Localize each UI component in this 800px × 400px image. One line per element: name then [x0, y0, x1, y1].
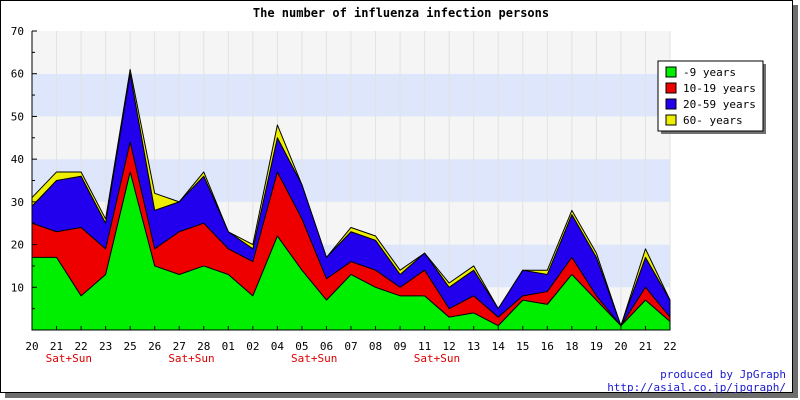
x-tick-label: 15 [516, 340, 529, 353]
y-tick-label: 30 [11, 196, 24, 209]
x-tick-label: 02 [246, 340, 259, 353]
credit-line-1: produced by JpGraph [660, 368, 786, 381]
x-tick-label: 04 [271, 340, 285, 353]
legend-swatch [665, 66, 677, 78]
x-tick-label: 11 [418, 340, 431, 353]
x-tick-label: 28 [197, 340, 210, 353]
legend: -9 years 10-19 years 20-59 years 60- years [657, 60, 766, 134]
x-tick-label: 14 [492, 340, 506, 353]
x-tick-label: 27 [173, 340, 186, 353]
x-tick-label: 21 [639, 340, 652, 353]
x-tick-label: 19 [590, 340, 603, 353]
x-tick-label: 01 [222, 340, 235, 353]
x-tick-label: 18 [565, 340, 578, 353]
x-tick-label: 05 [295, 340, 308, 353]
legend-label: 60- years [683, 114, 743, 127]
legend-swatch [665, 98, 677, 110]
x-tick-label: 09 [393, 340, 406, 353]
x-tick-label: 22 [663, 340, 676, 353]
weekend-labels: Sat+Sun Sat+Sun Sat+Sun Sat+Sun [46, 352, 460, 365]
x-tick-label: 20 [25, 340, 38, 353]
weekend-label: Sat+Sun [414, 352, 460, 365]
x-tick-label: 16 [541, 340, 554, 353]
y-axis-tick-labels: 10 20 30 40 50 60 70 [11, 25, 24, 294]
weekend-label: Sat+Sun [46, 352, 92, 365]
series-areas [31, 68, 671, 331]
x-tick-label: 23 [99, 340, 112, 353]
chart-frame: The number of influenza infection person… [0, 0, 793, 394]
x-tick-label: 21 [50, 340, 63, 353]
x-tick-label: 06 [320, 340, 333, 353]
x-tick-label: 13 [467, 340, 480, 353]
x-tick-label: 25 [124, 340, 137, 353]
y-tick-label: 40 [11, 153, 24, 166]
y-tick-label: 10 [11, 281, 24, 294]
legend-label: 20-59 years [683, 98, 756, 111]
credit-line-2: http://asial.co.jp/jpgraph/ [607, 381, 786, 394]
x-tick-label: 20 [614, 340, 627, 353]
area-chart: The number of influenza infection person… [11, 6, 786, 394]
weekend-label: Sat+Sun [168, 352, 214, 365]
y-tick-label: 50 [11, 110, 24, 123]
y-tick-label: 70 [11, 25, 24, 38]
x-tick-label: 12 [443, 340, 456, 353]
x-tick-label: 07 [344, 340, 357, 353]
y-tick-label: 60 [11, 68, 24, 81]
legend-label: -9 years [683, 66, 736, 79]
x-axis-tick-labels: 20 21 22 23 25 26 27 28 01 02 04 05 06 07 08 09 11 12 13 14… [25, 340, 676, 353]
x-tick-label: 22 [74, 340, 87, 353]
y-tick-label: 20 [11, 239, 24, 252]
legend-label: 10-19 years [683, 82, 756, 95]
area-series-9-years [31, 171, 671, 331]
legend-swatch [665, 114, 677, 126]
legend-swatch [665, 82, 677, 94]
x-tick-label: 26 [148, 340, 161, 353]
axes [31, 30, 671, 331]
chart-title: The number of influenza infection person… [253, 6, 549, 20]
weekend-label: Sat+Sun [291, 352, 337, 365]
x-tick-label: 08 [369, 340, 382, 353]
